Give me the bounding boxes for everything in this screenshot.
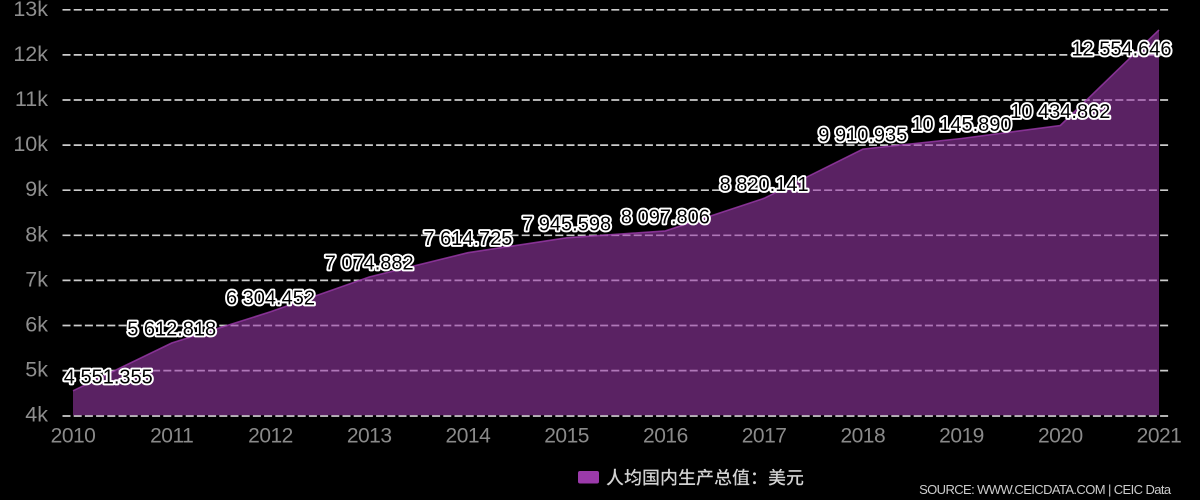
svg-text:9 910.935: 9 910.935 (818, 125, 907, 147)
svg-text:2012: 2012 (248, 424, 293, 447)
svg-text:2020: 2020 (1038, 424, 1083, 447)
svg-text:6 304.452: 6 304.452 (226, 287, 315, 309)
svg-text:2019: 2019 (939, 424, 984, 447)
svg-text:10k: 10k (13, 132, 48, 156)
svg-text:2014: 2014 (446, 424, 492, 447)
svg-text:2017: 2017 (742, 424, 787, 447)
svg-text:2016: 2016 (643, 424, 688, 447)
svg-text:11k: 11k (15, 87, 48, 111)
svg-text:2018: 2018 (840, 424, 885, 447)
svg-text:7k: 7k (25, 267, 48, 291)
svg-text:5 612.818: 5 612.818 (127, 319, 216, 341)
svg-text:12k: 12k (13, 42, 48, 66)
svg-text:7 945.598: 7 945.598 (522, 213, 611, 235)
svg-text:4 551.355: 4 551.355 (64, 366, 153, 388)
svg-text:10 434.862: 10 434.862 (1010, 101, 1110, 123)
svg-text:13k: 13k (13, 0, 48, 21)
svg-text:10 145.890: 10 145.890 (911, 114, 1011, 136)
svg-text:7 614.725: 7 614.725 (423, 228, 512, 250)
svg-text:7 074.882: 7 074.882 (325, 253, 414, 275)
svg-text:8k: 8k (25, 222, 48, 246)
svg-text:5k: 5k (25, 358, 48, 382)
svg-text:SOURCE: WWW.CEICDATA.COM | CEI: SOURCE: WWW.CEICDATA.COM | CEIC Data (919, 482, 1172, 497)
svg-text:6k: 6k (25, 313, 48, 337)
svg-text:2011: 2011 (150, 424, 193, 447)
svg-text:8 820.141: 8 820.141 (720, 174, 809, 196)
svg-text:8 097.806: 8 097.806 (621, 206, 710, 228)
svg-text:12 554.646: 12 554.646 (1071, 39, 1171, 61)
svg-text:4k: 4k (25, 403, 48, 427)
svg-text:2015: 2015 (544, 424, 589, 447)
svg-text:9k: 9k (25, 177, 48, 201)
svg-text:2013: 2013 (347, 424, 392, 447)
svg-text:2010: 2010 (51, 424, 96, 447)
svg-text:2021: 2021 (1137, 424, 1182, 447)
